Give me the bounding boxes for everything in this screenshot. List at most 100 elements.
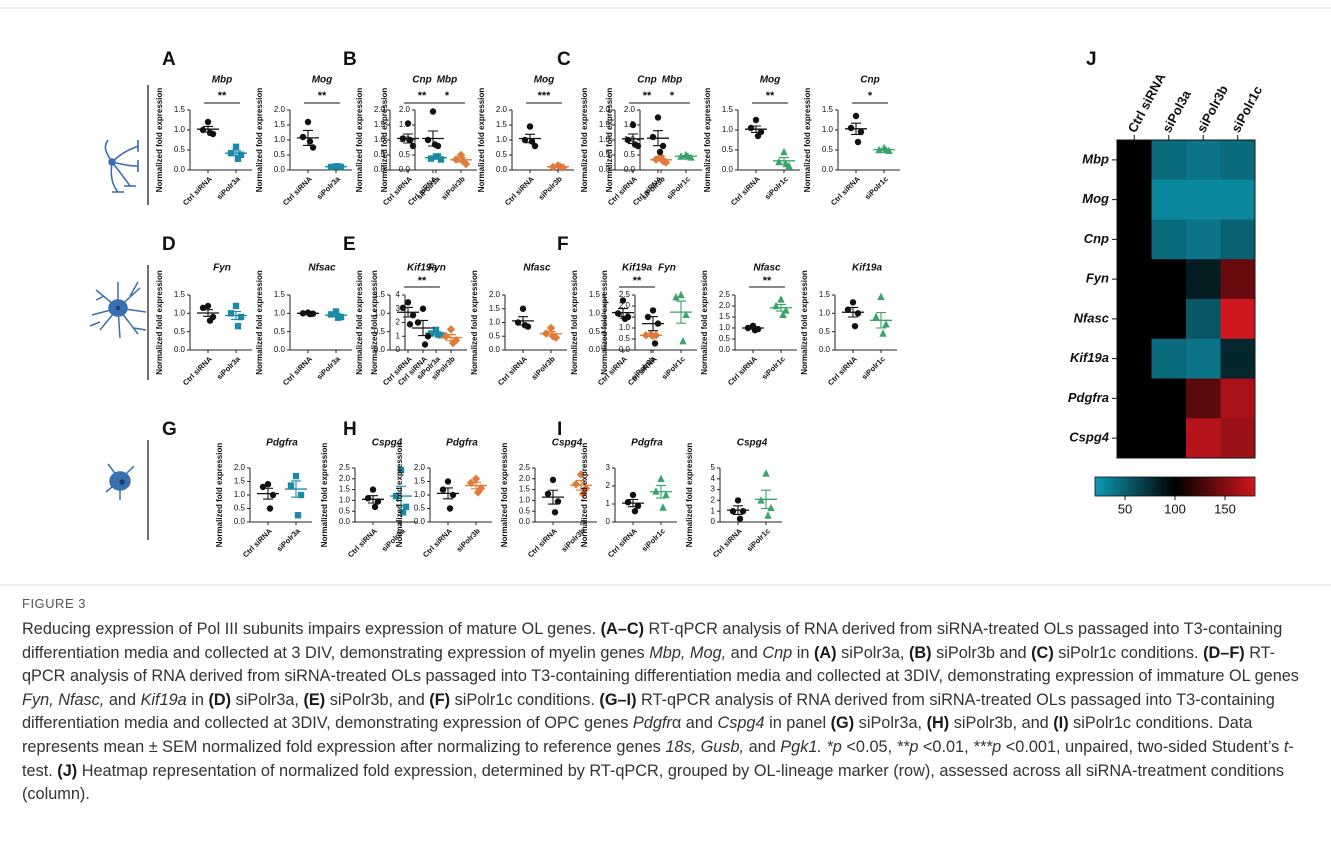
plot-title: Cnp xyxy=(637,75,656,86)
significance-stars: *** xyxy=(538,90,552,102)
data-point xyxy=(730,508,736,514)
significance-stars: * xyxy=(445,90,450,102)
data-point xyxy=(879,329,886,336)
caption-text: Kif19a xyxy=(141,691,187,709)
y-axis-label: Normalized fold expression xyxy=(700,270,709,375)
plot-title: Pdgfra xyxy=(631,438,663,449)
y-tick-label: 1.0 xyxy=(819,308,831,317)
y-tick-label: 0.5 xyxy=(619,334,631,343)
y-axis-label: Normalized fold expression xyxy=(380,88,389,193)
y-tick-label: 1.5 xyxy=(589,290,601,299)
heatmap-cell xyxy=(1117,299,1152,339)
heatmap-cell xyxy=(1117,379,1152,419)
caption-text: Cspg4 xyxy=(717,714,764,732)
heatmap-cell xyxy=(1117,339,1152,379)
caption-text: in xyxy=(792,644,814,662)
x-tick-label: siPolr3a xyxy=(275,526,303,554)
y-tick-label: 0.0 xyxy=(399,165,411,174)
data-point xyxy=(655,114,661,120)
y-tick-label: 1.0 xyxy=(274,308,286,317)
caption-text: siPolr1c conditions. xyxy=(1054,644,1203,662)
y-axis-label: Normalized fold expression xyxy=(320,443,329,548)
y-tick-label: 0.0 xyxy=(174,165,186,174)
heatmap-cell xyxy=(1117,220,1152,260)
caption-text: and xyxy=(744,738,780,756)
significance-stars: ** xyxy=(633,275,642,287)
data-point xyxy=(267,505,273,511)
plot-title: Fyn xyxy=(213,263,231,274)
data-point xyxy=(545,491,551,497)
y-tick-label: 0.5 xyxy=(819,327,831,336)
x-tick-label: Ctrl siRNA xyxy=(281,174,314,207)
data-point xyxy=(295,512,301,518)
colorbar-tick-label: 150 xyxy=(1214,501,1236,516)
caption-text: Reducing expression of Pol III subunits … xyxy=(22,620,601,638)
y-tick-label: 0.0 xyxy=(489,345,501,354)
heatmap-row-label: Fyn xyxy=(1086,271,1109,286)
y-tick-label: 2.0 xyxy=(234,463,246,472)
y-axis-label: Normalized fold expression xyxy=(703,88,712,193)
caption-text: and xyxy=(726,644,762,662)
data-point xyxy=(740,508,746,514)
y-axis-label: Normalized fold expression xyxy=(355,88,364,193)
data-point xyxy=(520,306,526,312)
colorbar-tick-label: 100 xyxy=(1164,501,1186,516)
caption-text: siPolr3b and xyxy=(932,644,1032,662)
y-tick-label: 0.0 xyxy=(339,517,351,526)
x-tick-label: siPolr3a xyxy=(315,174,343,202)
y-tick-label: 1.5 xyxy=(399,120,411,129)
y-tick-label: 2.0 xyxy=(414,463,426,472)
y-tick-label: 1.5 xyxy=(722,105,734,114)
caption-text: <0.001, unpaired, two-sided Student’s xyxy=(1001,738,1284,756)
heatmap-row-label: Cspg4 xyxy=(1069,430,1110,445)
heatmap-cell xyxy=(1221,299,1256,339)
heatmap-cell xyxy=(1152,299,1187,339)
y-tick-label: 3 xyxy=(606,463,611,472)
data-point xyxy=(207,317,213,323)
heatmap-cell xyxy=(1221,220,1256,260)
heatmap-row-label: Kif19a xyxy=(1070,350,1109,365)
y-tick-label: 5 xyxy=(711,463,716,472)
heatmap-cell xyxy=(1186,180,1221,220)
y-axis-label: Normalized fold expression xyxy=(803,88,812,193)
figure-label: FIGURE 3 xyxy=(22,596,86,611)
y-tick-label: 1.0 xyxy=(722,125,734,134)
x-tick-label: Ctrl siRNA xyxy=(826,354,859,387)
y-axis-label: Normalized fold expression xyxy=(500,443,509,548)
y-tick-label: 1 xyxy=(711,506,716,515)
data-point xyxy=(872,313,879,320)
caption-text: (F) xyxy=(429,691,450,709)
y-tick-label: 0.0 xyxy=(274,345,286,354)
panel-letter: H xyxy=(343,419,357,440)
data-point xyxy=(527,123,533,129)
y-tick-label: 0.0 xyxy=(589,345,601,354)
heatmap-cell xyxy=(1152,140,1187,180)
y-tick-label: 1.0 xyxy=(414,490,426,499)
data-point xyxy=(767,504,774,511)
caption-text: siPolr1c conditions. xyxy=(450,691,599,709)
heatmap-row-label: Cnp xyxy=(1084,231,1109,246)
data-point xyxy=(445,478,451,484)
plot-title: Nfasc xyxy=(753,263,781,274)
y-tick-label: 1.5 xyxy=(519,485,531,494)
x-tick-label: Ctrl siRNA xyxy=(181,354,214,387)
plot-title: Mbp xyxy=(662,75,683,86)
significance-stars: ** xyxy=(643,90,652,102)
panel-letter: J xyxy=(1086,49,1097,70)
plot-title: Fyn xyxy=(428,263,446,274)
y-tick-label: 1.5 xyxy=(719,312,731,321)
significance-stars: ** xyxy=(418,275,427,287)
y-tick-label: 2.0 xyxy=(496,105,508,114)
plot-title: Nfasc xyxy=(523,263,551,274)
data-point xyxy=(370,486,376,492)
x-tick-label: siPolr3a xyxy=(215,174,243,202)
data-point xyxy=(305,119,311,125)
heatmap-cell xyxy=(1152,379,1187,419)
x-tick-label: siPolr1c xyxy=(640,526,667,553)
heatmap-cell xyxy=(1117,418,1152,458)
data-point xyxy=(780,148,787,155)
y-tick-label: 0 xyxy=(606,517,611,526)
y-tick-label: 2.0 xyxy=(489,290,501,299)
x-tick-label: siPolr1c xyxy=(863,174,890,201)
data-point xyxy=(293,473,299,479)
